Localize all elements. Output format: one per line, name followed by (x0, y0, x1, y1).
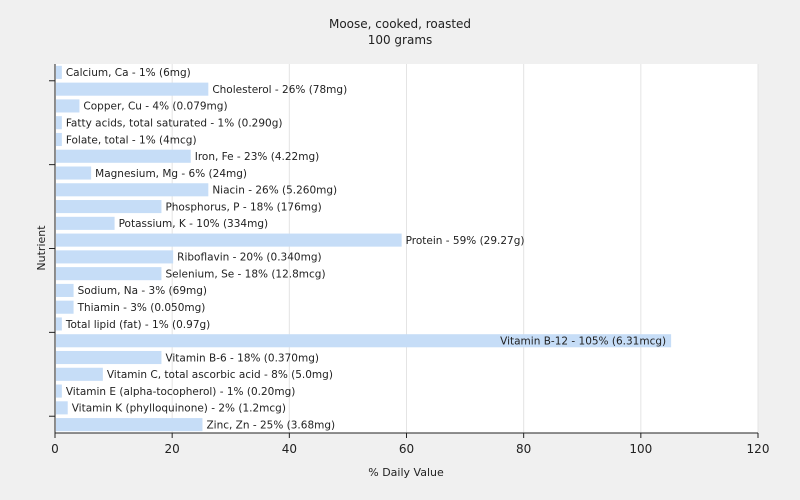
bar (56, 334, 672, 348)
bar (56, 350, 162, 365)
y-axis-title: Nutrient (35, 225, 48, 271)
bar-label: Fatty acids, total saturated - 1% (0.290… (66, 118, 283, 130)
x-tick-label: 20 (165, 442, 180, 456)
bar-label: Niacin - 26% (5.260mg) (212, 185, 337, 197)
x-tick-label: 0 (51, 442, 59, 456)
bar-label: Zinc, Zn - 25% (3.68mg) (206, 419, 335, 431)
gridlines (55, 64, 759, 433)
chart-title: Moose, cooked, roasted (329, 17, 471, 31)
bar (56, 384, 62, 398)
bar-label: Thiamin - 3% (0.050mg) (77, 302, 206, 314)
bar-label: Copper, Cu - 4% (0.079mg) (83, 101, 227, 113)
bar-label: Magnesium, Mg - 6% (24mg) (95, 168, 247, 180)
chart-subtitle: 100 grams (368, 33, 433, 47)
bar (56, 401, 68, 415)
bar-label: Calcium, Ca - 1% (6mg) (66, 67, 191, 79)
bar-label: Protein - 59% (29.27g) (406, 235, 525, 247)
bar-label: Sodium, Na - 3% (69mg) (78, 285, 207, 297)
bar (56, 216, 115, 230)
bar (56, 317, 62, 331)
bar (56, 132, 62, 147)
bar-label: Vitamin B-6 - 18% (0.370mg) (165, 352, 319, 364)
bar (56, 116, 62, 130)
x-axis-title: % Daily Value (368, 466, 444, 479)
bar (56, 82, 209, 96)
bar (56, 300, 74, 314)
bar (56, 166, 92, 180)
bar-label: Total lipid (fat) - 1% (0.97g) (65, 319, 210, 331)
bar-label: Selenium, Se - 18% (12.8mcg) (165, 268, 325, 280)
bar-label: Folate, total - 1% (4mcg) (66, 134, 197, 146)
bar (56, 233, 402, 247)
bar (56, 283, 74, 297)
x-tick-label: 80 (516, 442, 531, 456)
axes-group: 0 20 40 60 80 100 120 (49, 64, 769, 456)
bar-label: Cholesterol - 26% (78mg) (212, 84, 347, 96)
bar (56, 183, 209, 197)
bar (56, 367, 103, 381)
bar-label: Vitamin E (alpha-tocopherol) - 1% (0.20m… (66, 386, 296, 398)
bar (56, 149, 191, 163)
bar-label: Vitamin B-12 - 105% (6.31mcg) (500, 336, 666, 348)
bar (56, 200, 162, 214)
bar-label: Phosphorus, P - 18% (176mg) (165, 201, 321, 213)
bar (56, 250, 174, 264)
bar (56, 65, 62, 79)
bar-label: Iron, Fe - 23% (4.22mg) (195, 151, 319, 163)
x-tick-label: 60 (399, 442, 414, 456)
bar (56, 267, 162, 281)
bar-label: Riboflavin - 20% (0.340mg) (177, 252, 321, 264)
bar (56, 99, 80, 113)
x-tick-label: 120 (747, 442, 770, 456)
x-tick-label: 100 (629, 442, 652, 456)
bars-group: Calcium, Ca - 1% (6mg) Cholesterol - 26% … (56, 65, 672, 432)
bar (56, 418, 203, 432)
bar-label: Vitamin C, total ascorbic acid - 8% (5.0… (107, 369, 333, 381)
bar-label: Potassium, K - 10% (334mg) (119, 218, 269, 230)
x-tick-label: 40 (282, 442, 297, 456)
bar-label: Vitamin K (phylloquinone) - 2% (1.2mcg) (72, 403, 286, 415)
